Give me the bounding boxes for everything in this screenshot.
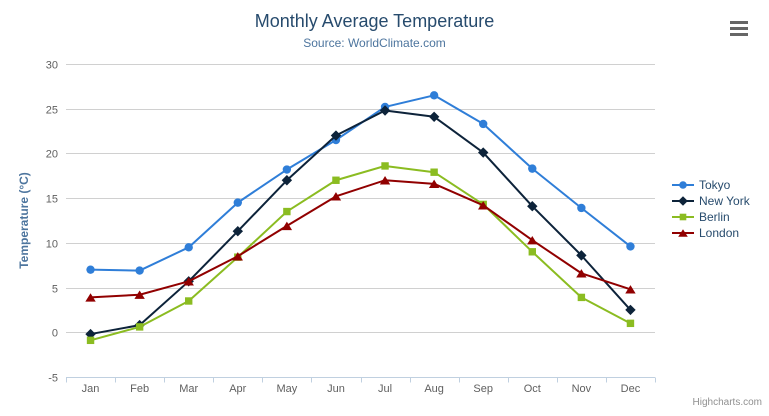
chart-title: Monthly Average Temperature [254,11,495,31]
square-marker-icon [672,213,694,220]
series-line[interactable] [89,94,632,272]
y-axis-tick-label: 10 [46,239,58,251]
legend-item-tokyo[interactable]: Tokyo [672,177,750,192]
y-axis-tick-label: 25 [46,105,58,117]
data-point[interactable] [134,290,145,299]
data-point[interactable] [330,192,342,201]
series-line[interactable] [89,179,632,299]
data-point[interactable] [85,293,96,302]
series-tokyo[interactable] [86,91,635,275]
data-point[interactable] [428,111,440,122]
data-point[interactable] [626,242,635,251]
data-point[interactable] [135,266,144,275]
legend-item-label: London [699,225,740,240]
series-london[interactable] [85,176,636,302]
data-point[interactable] [576,250,587,261]
series-line[interactable] [89,164,632,342]
y-axis-tick-label: 15 [46,194,58,206]
y-axis-title: Temperature (°C) [17,172,31,269]
legend-item-label: Tokyo [699,177,731,192]
hamburger-menu-icon [730,20,748,24]
data-point[interactable] [135,323,144,331]
x-axis-tick-label: Jan [82,383,100,395]
x-axis-tick-label: Aug [424,383,444,395]
legend-item-berlin[interactable]: Berlin [672,209,750,224]
legend-item-label: Berlin [699,209,730,224]
data-point[interactable] [183,277,194,286]
data-point[interactable] [577,293,586,302]
y-axis-tick-label: 30 [46,60,58,72]
data-point[interactable] [381,162,389,170]
diamond-marker-icon [672,195,694,206]
series-new-york[interactable] [85,105,636,340]
data-point[interactable] [233,198,242,207]
data-point[interactable] [86,336,95,345]
data-point[interactable] [478,147,489,158]
data-point[interactable] [332,176,340,184]
x-axis-tick-label: Jul [378,383,392,395]
data-point[interactable] [282,165,292,174]
x-axis-tick-label: Nov [572,383,592,395]
data-point[interactable] [527,235,538,245]
data-point[interactable] [479,119,488,129]
x-axis-tick-label: Sep [473,383,493,395]
credits-link[interactable]: Highcharts.com [692,397,762,408]
data-point[interactable] [232,252,243,261]
x-axis-tick-label: Feb [130,383,149,395]
legend: Tokyo New York Berlin London [672,177,750,240]
data-point[interactable] [527,200,538,212]
data-point[interactable] [379,176,391,185]
x-axis-tick-label: Dec [621,383,641,395]
y-axis-tick-label: 5 [52,284,58,296]
y-axis-tick-label: 20 [46,149,58,161]
x-axis-tick-label: Mar [179,383,198,395]
export-menu-button[interactable] [728,18,752,38]
legend-item-london[interactable]: London [672,225,750,240]
data-point[interactable] [625,304,636,316]
legend-item-new-york[interactable]: New York [672,193,750,208]
data-point[interactable] [232,226,243,237]
x-axis-tick-label: May [276,383,297,395]
data-point[interactable] [281,221,293,231]
triangle-marker-icon [672,228,694,237]
data-point[interactable] [577,203,586,213]
data-point[interactable] [283,207,291,216]
data-point[interactable] [428,179,440,189]
data-point[interactable] [379,105,391,116]
y-axis-tick-label: -5 [48,373,58,385]
x-axis-tick-label: Oct [524,383,541,395]
series-line[interactable] [89,109,632,336]
data-point[interactable] [528,164,537,173]
x-axis-tick-label: Jun [327,383,345,395]
data-point[interactable] [281,175,293,186]
chart-subtitle: Source: WorldClimate.com [303,36,446,50]
y-axis-tick-label: 0 [52,328,58,340]
data-point[interactable] [330,130,342,141]
data-point[interactable] [430,168,438,176]
data-point[interactable] [576,269,587,278]
data-point[interactable] [185,297,193,305]
data-point[interactable] [625,285,636,294]
data-point[interactable] [528,248,536,256]
data-point[interactable] [429,91,439,100]
x-axis-tick-label: Apr [229,383,246,395]
circle-marker-icon [672,180,694,189]
data-point[interactable] [184,243,193,252]
legend-item-label: New York [699,193,750,208]
data-point[interactable] [478,201,489,210]
data-point[interactable] [86,265,95,274]
data-point[interactable] [626,319,635,328]
